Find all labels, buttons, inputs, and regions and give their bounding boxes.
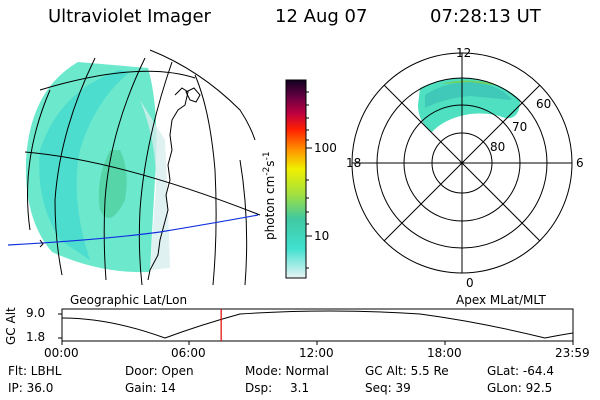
xtick-00: 00:00: [44, 346, 79, 360]
info-seq: Seq: 39: [365, 381, 411, 395]
apex-label: Apex MLat/MLT: [456, 293, 546, 307]
polar-label-12: 12: [456, 46, 472, 60]
info-gain: Gain: 14: [125, 381, 176, 395]
time-label: 07:28:13 UT: [430, 6, 541, 27]
colorbar-tick-10: 10: [314, 229, 330, 243]
polar-plot: [351, 52, 573, 274]
terminator-line: [7, 214, 259, 246]
altitude-ylabel: GC Alt: [4, 307, 18, 345]
altitude-ytick-9: 9.0: [26, 306, 46, 320]
info-ip: IP: 36.0: [8, 381, 54, 395]
xtick-2359: 23:59: [555, 346, 590, 360]
polar-label-6: 6: [576, 156, 584, 170]
info-flt: Flt: LBHL: [8, 364, 62, 378]
info-dsp: Dsp:: [245, 381, 273, 395]
geographic-image: [7, 49, 261, 285]
info-dsp-value: 3.1: [290, 381, 310, 395]
info-glat: GLat: -64.4: [487, 364, 554, 378]
coastline: [147, 87, 189, 281]
polar-ring-70: 70: [512, 120, 528, 134]
info-mode: Mode: Normal: [245, 364, 329, 378]
xtick-12: 12:00: [299, 346, 334, 360]
altitude-ytick-1.8: 1.8: [26, 330, 46, 344]
xtick-18: 18:00: [427, 346, 462, 360]
info-door: Door: Open: [125, 364, 194, 378]
info-glon: GLon: 92.5: [487, 381, 553, 395]
colorbar-unit-label: photon cm-2s-1: [262, 151, 277, 240]
polar-label-18: 18: [346, 156, 362, 170]
colorbar-tick-100: 100: [314, 141, 337, 155]
altitude-curve: [61, 310, 574, 339]
altitude-plot: [58, 308, 574, 345]
info-gcalt: GC Alt: 5.5 Re: [365, 364, 449, 378]
polar-ring-60: 60: [536, 97, 552, 111]
polar-ring-80: 80: [490, 140, 506, 154]
geographic-label: Geographic Lat/Lon: [70, 293, 188, 307]
date-label: 12 Aug 07: [275, 6, 368, 27]
polar-label-0: 0: [466, 276, 474, 290]
colorbar: [285, 79, 307, 279]
instrument-title: Ultraviolet Imager: [48, 6, 211, 27]
xtick-06: 06:00: [171, 346, 206, 360]
